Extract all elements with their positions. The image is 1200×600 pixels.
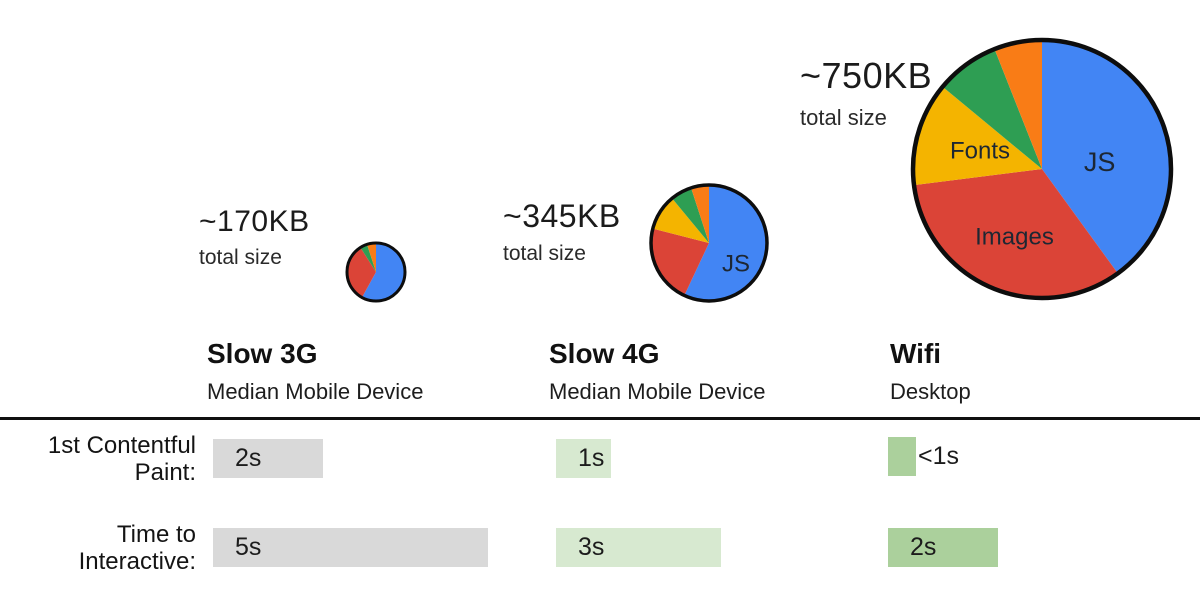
pie-segment-fonts	[652, 198, 709, 243]
column-header-slow3g: Slow 3G Median Mobile Device	[207, 338, 423, 405]
column-header-wifi: Wifi Desktop	[890, 338, 971, 405]
pie-chart-wifi: JS Images Fonts	[910, 37, 1174, 301]
pie-chart-slow3g	[345, 241, 407, 303]
total-size-caption: total size	[503, 242, 586, 265]
metric-label-fcp: 1st Contentful Paint:	[0, 432, 196, 486]
metric-line-2: Interactive:	[78, 548, 196, 575]
pie-outline	[649, 183, 769, 303]
network-name: Slow 3G	[207, 338, 318, 369]
fcp-bar-slow4g: 1s	[556, 439, 611, 478]
pie-outline	[345, 241, 407, 303]
pie-segment-js	[684, 185, 767, 301]
tti-bar-slow4g: 3s	[556, 528, 721, 567]
column-header-slow4g: Slow 4G Median Mobile Device	[549, 338, 765, 405]
network-name: Slow 4G	[549, 338, 660, 369]
metric-line-1: 1st Contentful	[47, 432, 196, 459]
metric-line-2: Paint:	[134, 459, 196, 486]
network-name: Wifi	[890, 338, 942, 369]
pie-segment-other-green	[942, 49, 1042, 169]
tti-value-wifi: 2s	[910, 533, 937, 561]
fcp-value-slow4g: 1s	[578, 444, 605, 472]
total-size-value: ~170KB	[199, 205, 310, 238]
pie-segment-other-orange	[367, 243, 376, 272]
pie-segment-images	[347, 247, 376, 298]
tti-bar-slow3g: 5s	[213, 528, 488, 567]
pie-segment-js	[362, 243, 405, 301]
size-label-block-slow4g: ~345KB total size	[503, 198, 621, 266]
pie-outline	[910, 37, 1174, 301]
device-name: Desktop	[890, 379, 971, 404]
device-name: Median Mobile Device	[549, 379, 766, 404]
total-size-value: ~345KB	[503, 198, 621, 234]
pie-segment-images	[914, 169, 1118, 298]
pie-segment-js	[1042, 40, 1171, 274]
pie-segment-other-orange	[994, 40, 1042, 169]
pie-segment-label-js: JS	[722, 251, 750, 278]
metric-line-1: Time to	[116, 521, 196, 548]
total-size-caption: total size	[199, 246, 282, 269]
pie-segment-label-images: Images	[975, 224, 1054, 251]
pie-segment-other-orange	[691, 185, 709, 243]
section-divider	[0, 417, 1200, 420]
pie-segment-label-fonts: Fonts	[950, 138, 1010, 165]
size-label-block-wifi: ~750KB total size	[800, 55, 932, 131]
pie-segment-other-green	[360, 244, 376, 272]
fcp-value-slow3g: 2s	[235, 444, 262, 472]
fcp-bar-wifi	[888, 437, 916, 476]
tti-value-slow3g: 5s	[235, 533, 262, 561]
fcp-bar-slow3g: 2s	[213, 439, 323, 478]
fcp-value-wifi: <1s	[918, 442, 960, 470]
tti-value-slow4g: 3s	[578, 533, 605, 561]
pie-segment-fonts	[913, 86, 1042, 186]
device-name: Median Mobile Device	[207, 379, 424, 404]
total-size-caption: total size	[800, 105, 887, 130]
total-size-value: ~750KB	[800, 55, 933, 96]
tti-bar-wifi: 2s	[888, 528, 998, 567]
metric-label-tti: Time to Interactive:	[0, 521, 196, 575]
pie-chart-slow4g: JS	[649, 183, 769, 303]
pie-segment-other-green	[672, 187, 709, 243]
pie-segment-label-js: JS	[1084, 147, 1116, 177]
size-label-block-slow3g: ~170KB total size	[199, 205, 310, 270]
